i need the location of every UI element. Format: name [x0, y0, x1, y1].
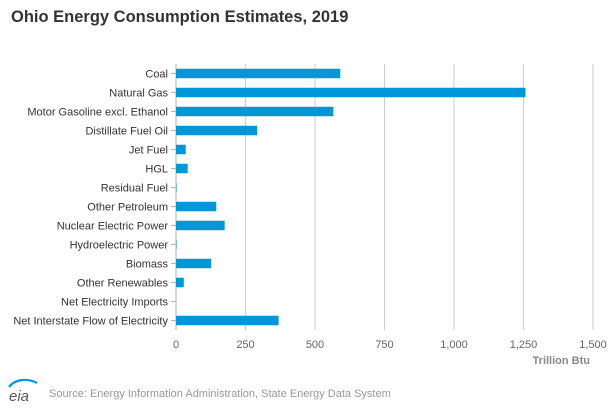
eia-logo-text: eia [9, 388, 29, 404]
bar [176, 87, 526, 98]
x-tick-label: 1,000 [440, 339, 468, 351]
x-axis-label: Trillion Btu [533, 355, 590, 367]
category-label: Residual Fuel [101, 183, 168, 195]
bar [176, 220, 225, 231]
bar [176, 163, 188, 174]
chart-title: Ohio Energy Consumption Estimates, 2019 [11, 8, 349, 26]
bar [176, 144, 186, 155]
bar [176, 239, 177, 250]
source-note: Source: Energy Information Administratio… [49, 388, 391, 400]
x-tick-label: 500 [306, 339, 324, 351]
category-label: Net Electricity Imports [61, 297, 168, 309]
x-tick-label: 1,250 [510, 339, 538, 351]
category-label: Coal [145, 69, 168, 81]
x-tick-label: 750 [375, 339, 393, 351]
category-label: Jet Fuel [129, 145, 168, 157]
category-label: Motor Gasoline excl. Ethanol [27, 107, 168, 119]
bar [176, 258, 212, 269]
eia-logo-icon: eia [8, 378, 38, 404]
bar [176, 182, 177, 193]
category-label: Net Interstate Flow of Electricity [13, 316, 168, 328]
x-tick-label: 0 [173, 339, 179, 351]
bar [176, 277, 184, 288]
category-label: Other Petroleum [87, 202, 168, 214]
category-label: HGL [145, 164, 168, 176]
bar [176, 315, 279, 326]
category-label: Other Renewables [77, 278, 169, 290]
category-label: Natural Gas [109, 88, 168, 100]
category-label: Hydroelectric Power [70, 240, 169, 252]
bar [176, 201, 217, 212]
bar [176, 125, 258, 136]
x-tick-label: 250 [236, 339, 254, 351]
x-tick-label: 1,500 [579, 339, 607, 351]
bar [176, 68, 341, 79]
bar [176, 106, 334, 117]
category-label: Distillate Fuel Oil [85, 126, 168, 138]
category-label: Nuclear Electric Power [57, 221, 169, 233]
category-label: Biomass [126, 259, 169, 271]
